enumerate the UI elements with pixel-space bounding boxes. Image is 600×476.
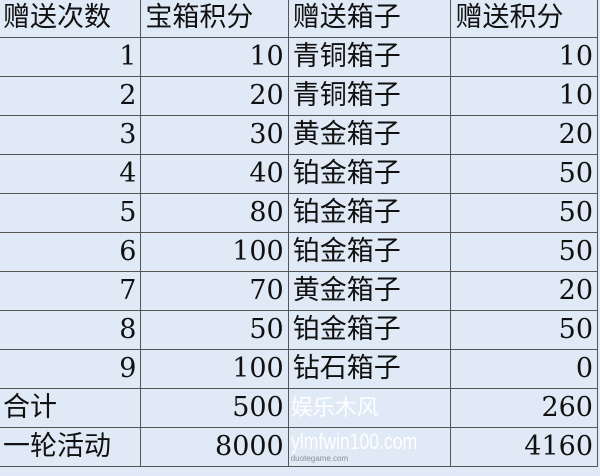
cell-gift-box: 青铜箱子 (287, 76, 452, 116)
round-box-points: 8000 (140, 427, 289, 467)
points-table: 赠送次数 宝箱积分 赠送箱子 赠送积分 1 10 青铜箱子 10 2 20 青铜箱子 10 3 3… (0, 0, 598, 467)
cell-gift-count: 7 (0, 271, 142, 311)
cell-gift-count: 5 (0, 193, 142, 233)
cell-gift-box: 黄金箱子 (287, 115, 452, 155)
header-gift-box: 赠送箱子 (287, 0, 452, 38)
cell-box-points: 20 (140, 76, 289, 116)
table-row: 8 50 铂金箱子 50 (0, 310, 598, 350)
round-label: 一轮活动 (0, 427, 142, 467)
cell-gift-points: 20 (450, 115, 598, 155)
cell-gift-box: 铂金箱子 (287, 154, 452, 194)
cell-gift-count: 8 (0, 310, 142, 350)
header-gift-points: 赠送积分 (450, 0, 598, 38)
watermark-text: 娱乐木风 (290, 395, 379, 420)
cell-gift-count: 4 (0, 154, 142, 194)
cell-gift-box: 青铜箱子 (287, 37, 452, 77)
cell-box-points: 100 (140, 232, 289, 272)
cell-gift-points: 0 (450, 349, 598, 389)
table-row: 5 80 铂金箱子 50 (0, 193, 598, 233)
header-gift-count: 赠送次数 (0, 0, 142, 38)
total-box: 娱乐木风 (287, 388, 452, 428)
cell-gift-count: 1 (0, 37, 142, 77)
table-row: 6 100 铂金箱子 50 (0, 232, 598, 272)
table-row: 3 30 黄金箱子 20 (0, 115, 598, 155)
cell-box-points: 30 (140, 115, 289, 155)
round-box: ylmfwin100.com duotegame.com (287, 427, 452, 467)
cell-gift-points: 10 (450, 37, 598, 77)
cell-gift-points: 20 (450, 271, 598, 311)
cell-gift-points: 50 (450, 232, 598, 272)
cell-gift-points: 50 (450, 310, 598, 350)
table-row: 7 70 黄金箱子 20 (0, 271, 598, 311)
round-row: 一轮活动 8000 ylmfwin100.com duotegame.com 4… (0, 427, 598, 467)
cell-gift-box: 黄金箱子 (287, 271, 452, 311)
cell-box-points: 40 (140, 154, 289, 194)
cell-gift-count: 3 (0, 115, 142, 155)
cell-box-points: 50 (140, 310, 289, 350)
total-row: 合计 500 娱乐木风 260 (0, 388, 598, 428)
cell-gift-points: 50 (450, 193, 598, 233)
cell-gift-box: 钻石箱子 (287, 349, 452, 389)
table-row: 2 20 青铜箱子 10 (0, 76, 598, 116)
cell-gift-box: 铂金箱子 (287, 232, 452, 272)
cell-gift-box: 铂金箱子 (287, 193, 452, 233)
table-row: 9 100 钻石箱子 0 (0, 349, 598, 389)
cell-box-points: 100 (140, 349, 289, 389)
total-box-points: 500 (140, 388, 289, 428)
cell-box-points: 80 (140, 193, 289, 233)
cell-gift-points: 10 (450, 76, 598, 116)
header-row: 赠送次数 宝箱积分 赠送箱子 赠送积分 (0, 0, 598, 38)
table-row: 1 10 青铜箱子 10 (0, 37, 598, 77)
cell-gift-count: 6 (0, 232, 142, 272)
cell-gift-box: 铂金箱子 (287, 310, 452, 350)
cell-gift-count: 9 (0, 349, 142, 389)
cell-box-points: 10 (140, 37, 289, 77)
cell-gift-points: 50 (450, 154, 598, 194)
table-row: 4 40 铂金箱子 50 (0, 154, 598, 194)
watermark-url: ylmfwin100.com (290, 429, 417, 454)
cell-box-points: 70 (140, 271, 289, 311)
round-gift-points: 4160 (450, 427, 598, 467)
watermark-corner: duotegame.com (290, 454, 349, 463)
cell-gift-count: 2 (0, 76, 142, 116)
total-label: 合计 (0, 388, 142, 428)
total-gift-points: 260 (450, 388, 598, 428)
header-box-points: 宝箱积分 (140, 0, 289, 38)
